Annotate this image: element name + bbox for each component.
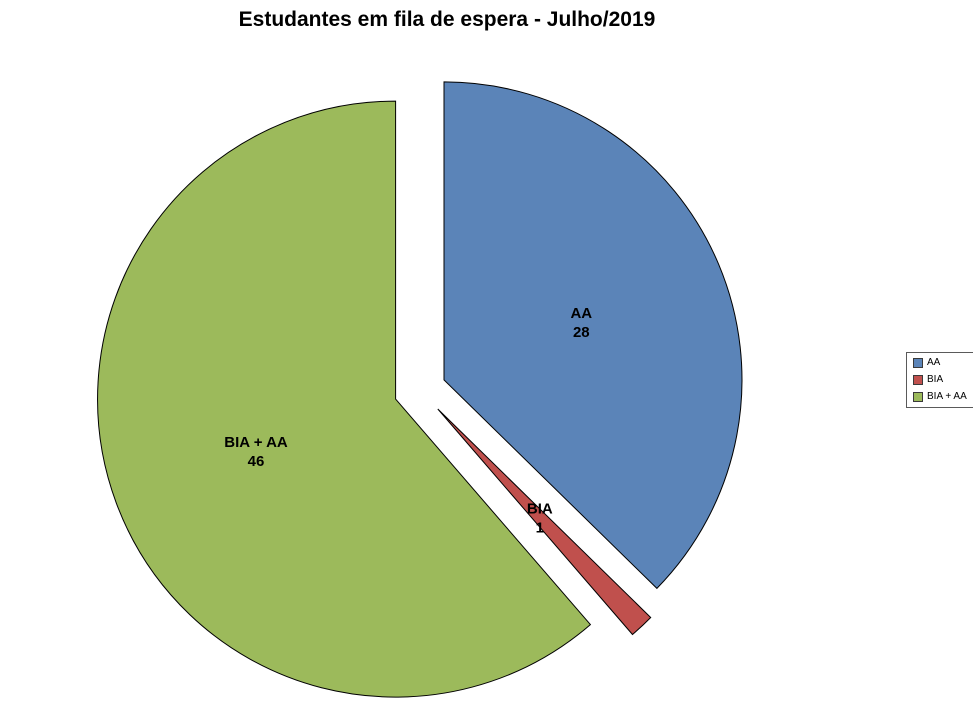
slice-label-bia-+-aa: BIA + AA 46	[224, 434, 288, 470]
pie-slice-bia-+-aa	[97, 100, 592, 698]
legend-label: AA	[927, 357, 941, 368]
slice-label-aa: AA 28	[570, 305, 592, 341]
legend-swatch-icon	[913, 358, 923, 368]
chart-legend: AA BIA BIA + AA	[906, 352, 973, 408]
legend-item-bia-+-aa: BIA + AA	[913, 392, 967, 402]
pie-slice-aa	[443, 81, 743, 590]
legend-swatch-icon	[913, 375, 923, 385]
chart-title: Estudantes em fila de espera - Julho/201…	[239, 8, 656, 31]
pie-slice-bia	[437, 408, 652, 636]
legend-item-aa: AA	[913, 358, 967, 368]
slice-label-bia: BIA 1	[527, 501, 553, 537]
legend-label: BIA + AA	[927, 391, 967, 402]
legend-swatch-icon	[913, 392, 923, 402]
legend-item-bia: BIA	[913, 375, 967, 385]
legend-label: BIA	[927, 374, 944, 385]
